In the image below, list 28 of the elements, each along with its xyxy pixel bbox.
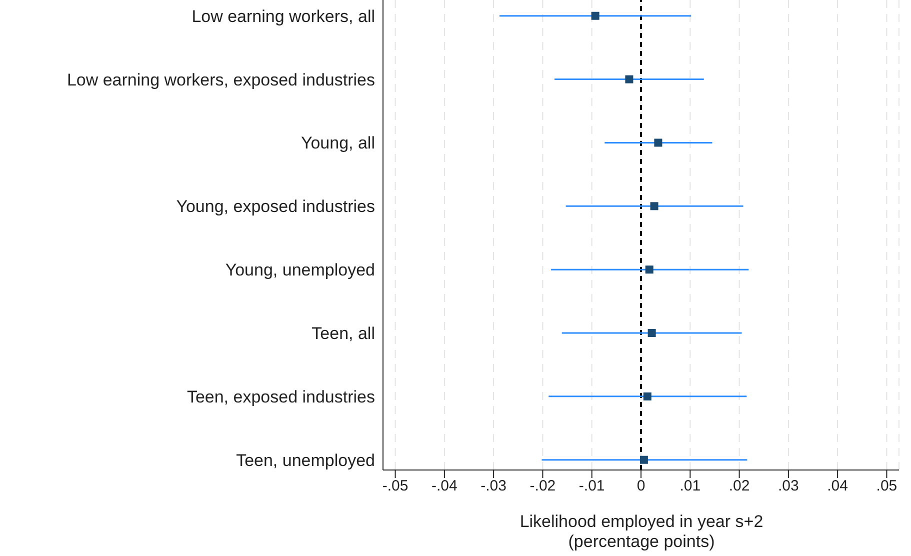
point (645, 266, 654, 274)
x-tick-label: -.04 (432, 478, 458, 495)
y-tick-label: Teen, exposed industries (186, 387, 375, 406)
point (654, 138, 662, 147)
y-tick-label: Low earning workers, all (192, 6, 375, 26)
x-tick-label: .04 (827, 478, 848, 495)
x-tick-label: 0 (636, 478, 646, 495)
y-tick-label: Low earning workers, exposed industries (66, 70, 375, 90)
x-tick-label: -.05 (382, 478, 408, 495)
x-tick-label: .05 (876, 478, 898, 495)
x-tick-label: -.02 (530, 478, 556, 495)
x-tick-label: .02 (728, 478, 750, 495)
point (648, 328, 656, 337)
y-tick-label: Young, all (300, 134, 375, 153)
x-axis-title: Likelihood employed in year s+2 (percentage points) (518, 512, 764, 552)
x-tick-label: .03 (778, 478, 799, 495)
y-tick-label: Young, exposed industries (176, 197, 375, 216)
x-tick-label: .01 (680, 478, 701, 495)
point (625, 75, 634, 84)
point (643, 392, 652, 400)
y-tick-label: Teen, unemployed (236, 450, 375, 470)
x-tick-label: -.01 (578, 478, 605, 495)
y-tick-label: Teen, all (312, 324, 375, 344)
x-tick-label: -.03 (480, 478, 506, 495)
point (591, 12, 600, 20)
point (650, 202, 658, 210)
point (640, 456, 648, 464)
y-tick-label: Young, unemployed (225, 260, 375, 280)
